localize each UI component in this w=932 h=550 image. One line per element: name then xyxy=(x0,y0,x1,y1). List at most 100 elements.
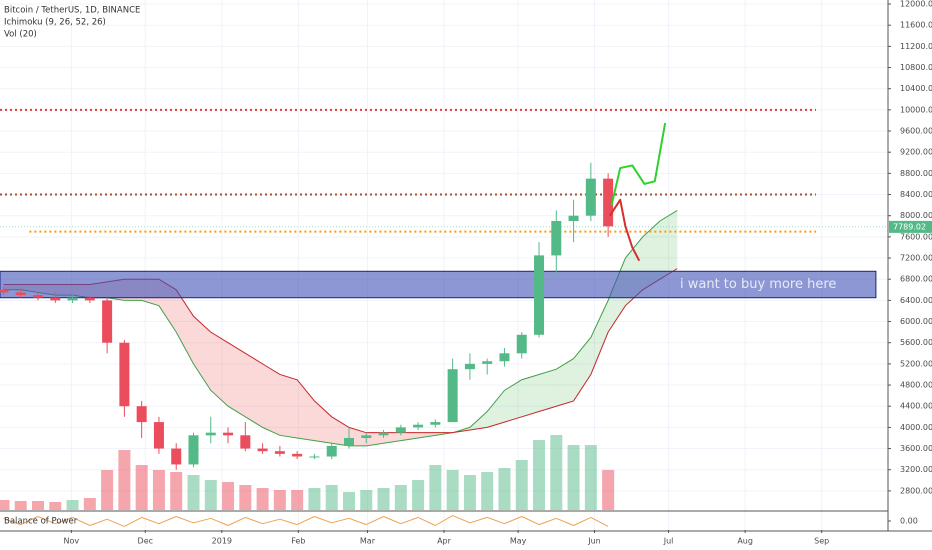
x-tick-label: Jul xyxy=(663,537,674,546)
volume-bar xyxy=(256,488,269,510)
volume-bar xyxy=(446,470,459,510)
candle-body xyxy=(274,451,285,454)
candle-body xyxy=(430,422,441,425)
bop-line xyxy=(245,516,263,525)
bop-line xyxy=(158,516,177,525)
candle-body xyxy=(171,448,182,465)
ichimoku-cloud xyxy=(297,379,315,441)
candle-body xyxy=(603,178,614,227)
volume-bar xyxy=(602,470,615,510)
bop-line xyxy=(573,516,592,526)
volume-bar xyxy=(118,450,131,510)
ichimoku-cloud xyxy=(228,342,246,417)
y-tick-label: 8800.00 xyxy=(900,169,932,178)
candle-body xyxy=(257,448,268,452)
x-tick-label: Aug xyxy=(737,537,753,546)
candle-body xyxy=(343,437,354,446)
indicator-label: Ichimoku (9, 26, 52, 26) xyxy=(4,18,106,28)
bop-line xyxy=(435,515,453,526)
ichimoku-cloud xyxy=(504,379,522,423)
ichimoku-cloud xyxy=(176,289,194,364)
x-tick-label: Sep xyxy=(814,537,829,546)
bop-line xyxy=(366,516,384,526)
candle-body xyxy=(482,361,493,364)
bop-line xyxy=(262,518,281,525)
volume-bar xyxy=(412,480,425,510)
volume-bar xyxy=(567,445,580,510)
bop-line xyxy=(469,516,488,524)
volume-bar xyxy=(239,485,252,510)
volume-bar xyxy=(170,472,183,510)
volume-bar xyxy=(291,490,304,510)
candle-body xyxy=(136,406,147,423)
bop-line xyxy=(348,517,367,526)
volume-bar xyxy=(0,500,10,510)
volume-bar xyxy=(135,465,148,510)
candle-body xyxy=(240,435,251,449)
ichimoku-cloud xyxy=(210,332,229,407)
candle-body xyxy=(223,432,234,436)
y-tick-label: 10000.00 xyxy=(900,105,932,114)
volume-bar xyxy=(14,501,27,510)
candle-body xyxy=(516,334,527,354)
candle-body xyxy=(395,427,406,433)
volume-bar xyxy=(481,472,494,510)
bop-line xyxy=(521,516,540,526)
volume-bar xyxy=(273,490,286,510)
projection-line xyxy=(609,198,641,262)
bop-line xyxy=(3,517,21,526)
annotation: i want to buy more here xyxy=(680,277,836,292)
ichimoku-cloud xyxy=(487,390,505,428)
ichimoku-cloud xyxy=(556,358,574,407)
candle-body xyxy=(0,289,9,293)
x-tick-label: Apr xyxy=(437,537,452,546)
bop-line xyxy=(20,516,39,526)
bop-line xyxy=(279,518,298,526)
bop-line xyxy=(176,516,194,524)
bop-line xyxy=(452,515,471,524)
bop-line xyxy=(210,517,229,526)
y-tick-label: 12000.00 xyxy=(900,0,932,9)
bop-line xyxy=(89,518,108,526)
volume-bar xyxy=(101,470,114,510)
y-tick-label: 5200.00 xyxy=(900,359,932,368)
x-tick-label: Dec xyxy=(138,537,153,546)
candle-body xyxy=(585,178,596,216)
bop-line xyxy=(227,516,246,526)
candle-body xyxy=(413,424,424,428)
candle-body xyxy=(534,255,545,335)
x-tick-label: Feb xyxy=(291,537,305,546)
candle-body xyxy=(67,297,78,301)
y-tick-label: 10400.00 xyxy=(900,84,932,93)
ichimoku-cloud xyxy=(262,363,280,436)
ichimoku-cloud xyxy=(539,369,557,412)
candle-body xyxy=(292,453,303,457)
volume-bar xyxy=(152,470,165,510)
candle-body xyxy=(464,363,475,370)
volume-bar xyxy=(429,465,442,510)
y-tick-label: 11200.00 xyxy=(900,42,932,51)
ichimoku-line xyxy=(3,209,678,447)
bop-line xyxy=(400,516,419,525)
volume-bar xyxy=(584,445,597,510)
candle-body xyxy=(309,456,320,458)
volume-bar xyxy=(49,502,62,510)
candle-body xyxy=(15,292,26,296)
ichimoku-cloud xyxy=(193,316,211,391)
y-tick-label: 3600.00 xyxy=(900,444,932,453)
volume-bar xyxy=(515,460,528,510)
y-tick-label: 2800.00 xyxy=(900,486,932,495)
ichimoku-cloud xyxy=(279,374,298,438)
ichimoku-cloud xyxy=(521,374,540,417)
bop-line xyxy=(141,516,160,525)
y-tick-label: 4000.00 xyxy=(900,423,932,432)
bop-label: Balance of Power xyxy=(4,517,78,527)
bop-line xyxy=(504,516,522,525)
y-tick-label: 6400.00 xyxy=(900,296,932,305)
volume-bar xyxy=(32,501,45,510)
volume-bar xyxy=(308,488,321,510)
volume-bar xyxy=(498,468,511,510)
candle-body xyxy=(119,342,130,407)
y-tick-label: 8000.00 xyxy=(900,211,932,220)
